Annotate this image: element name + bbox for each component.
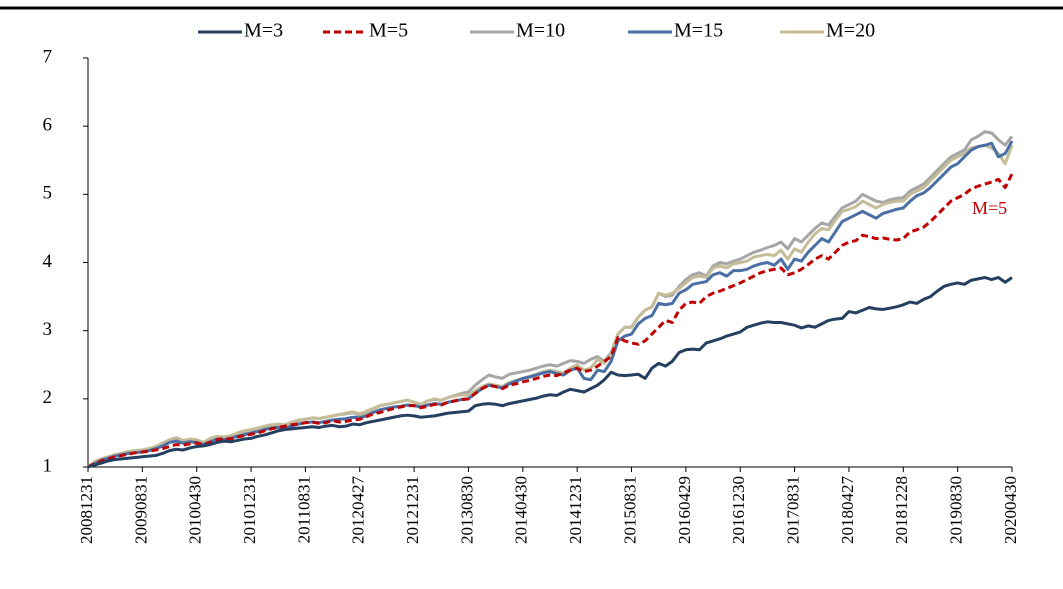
line-series	[87, 130, 1014, 469]
x-tick-label: 20110831	[294, 476, 313, 543]
x-tick-label: 20081231	[77, 476, 96, 544]
y-tick-label: 7	[43, 46, 53, 67]
y-tick-label: 1	[43, 455, 53, 476]
line-series	[87, 173, 1014, 469]
x-tick-label: 20161230	[729, 476, 748, 544]
x-tick-label: 20130830	[457, 476, 476, 544]
legend-label: M=20	[826, 20, 875, 42]
line-series	[87, 143, 1014, 469]
y-tick-label: 5	[43, 183, 53, 204]
legend-label: M=15	[674, 20, 723, 42]
x-tick-label: 20181228	[892, 476, 911, 544]
x-tick-label: 20200430	[1001, 476, 1020, 544]
x-tick-label: 20190830	[947, 476, 966, 544]
legend-label: M=3	[244, 20, 283, 42]
x-tick-label: 20090831	[131, 476, 150, 544]
x-tick-label: 20140430	[512, 476, 531, 544]
x-tick-label: 20101231	[240, 476, 259, 544]
x-tick-label: 20170831	[783, 476, 802, 544]
line-series	[87, 140, 1014, 469]
y-tick-label: 6	[43, 115, 53, 136]
y-tick-label: 2	[43, 387, 53, 408]
x-tick-label: 20150831	[620, 476, 639, 544]
x-tick-label: 20120427	[349, 476, 368, 545]
y-tick-label: 3	[43, 319, 53, 340]
annotation: M=5	[972, 198, 1007, 218]
y-tick-label: 4	[43, 251, 53, 272]
x-tick-label: 20100430	[186, 476, 205, 544]
x-tick-label: 20121231	[403, 476, 422, 544]
legend-label: M=10	[516, 20, 565, 42]
legend-label: M=5	[369, 20, 408, 42]
x-tick-label: 20180427	[838, 476, 857, 545]
line-series	[87, 276, 1013, 469]
x-tick-label: 20141231	[566, 476, 585, 544]
x-tick-label: 20160429	[675, 476, 694, 544]
